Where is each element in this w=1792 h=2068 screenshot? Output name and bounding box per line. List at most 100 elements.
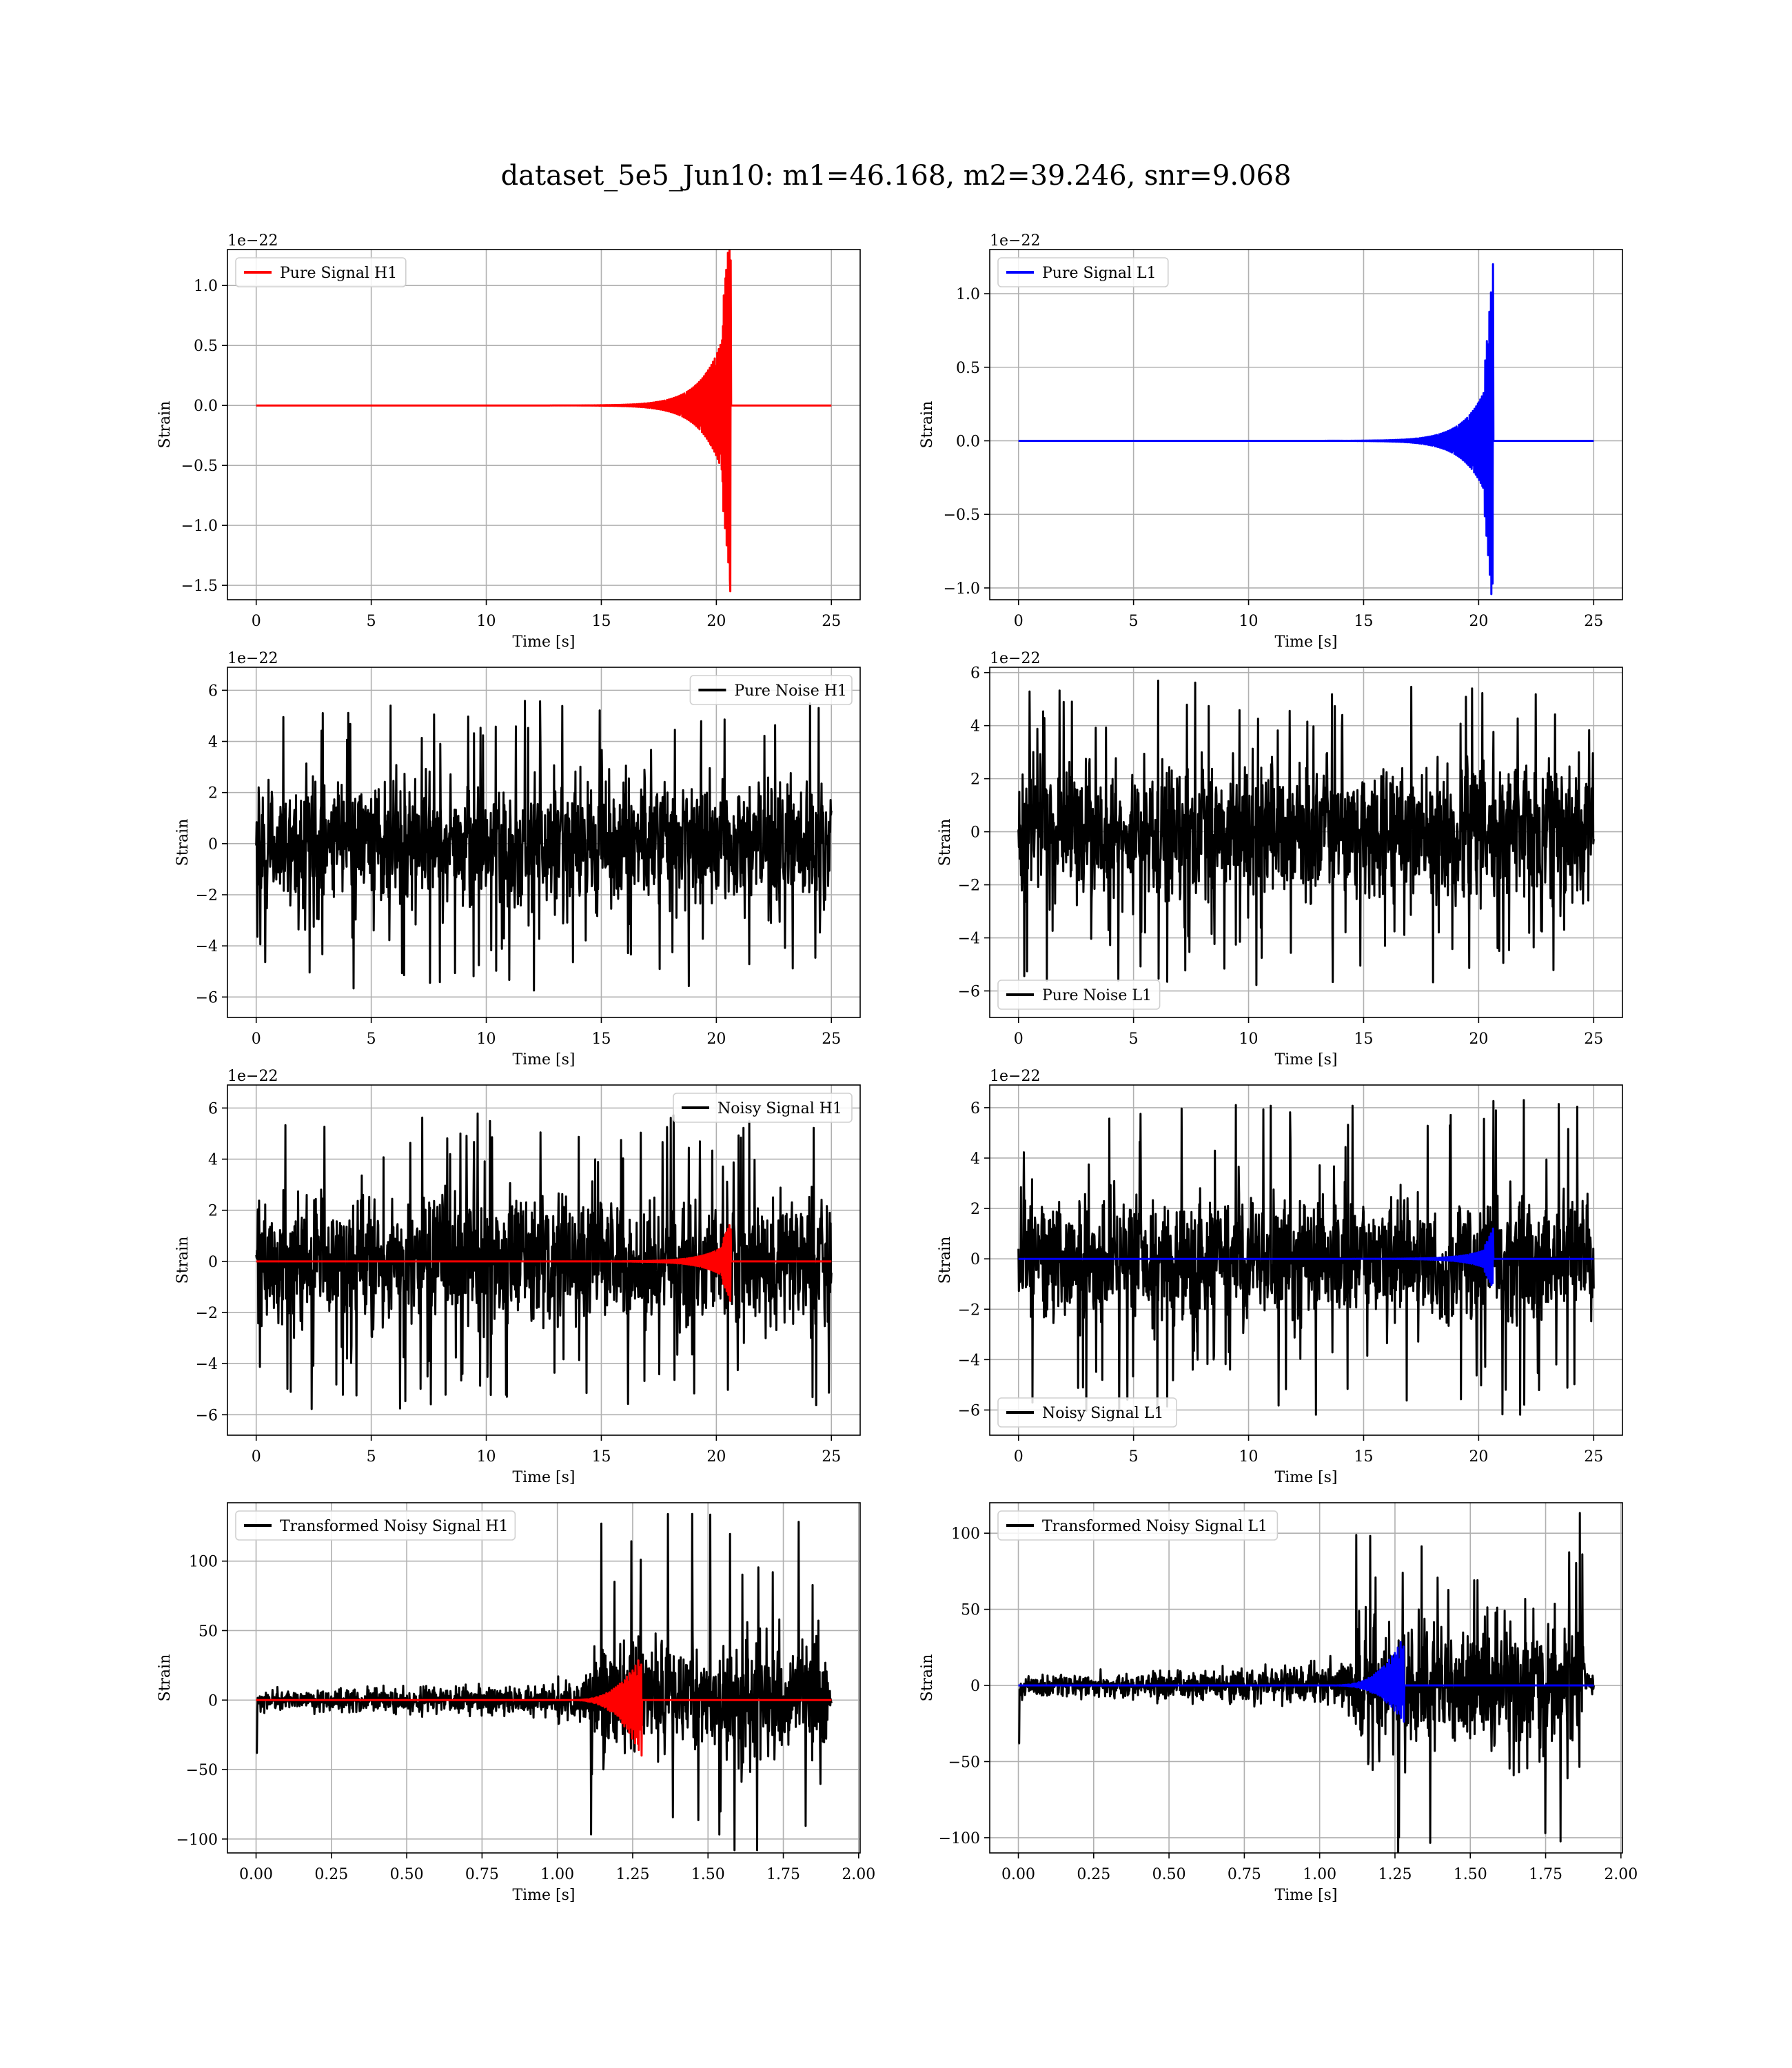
- y-tick-label: −100: [176, 1832, 218, 1849]
- y-tick-label: −2: [196, 1305, 218, 1322]
- x-tick-label: 20: [1469, 1448, 1488, 1466]
- x-tick-label: 25: [822, 613, 841, 630]
- x-tick-label: 0.00: [239, 1866, 273, 1883]
- chart-panel-4: 0 5 10 15 20 25 −6 −4 −2 0 2 4 6 Time [s] Strain 1e−22 P…: [937, 650, 1623, 1068]
- x-tick-label: 0.50: [390, 1866, 424, 1883]
- axis-offset-text: 1e−22: [990, 232, 1040, 250]
- y-tick-label: 0: [208, 1254, 218, 1271]
- y-axis-label: Strain: [174, 1237, 192, 1284]
- axis-offset-text: 1e−22: [990, 650, 1040, 667]
- x-tick-label: 0: [252, 1448, 261, 1466]
- axes-frame: [989, 1502, 1623, 1854]
- x-tick-label: 1.50: [1454, 1866, 1487, 1883]
- legend-box: [997, 257, 1169, 287]
- x-tick-label: 20: [706, 613, 726, 630]
- x-tick-label: 0.25: [314, 1866, 348, 1883]
- y-tick-label: −1.0: [944, 580, 980, 598]
- x-tick-label: 15: [1354, 1448, 1373, 1466]
- chart-panel-5: 0 5 10 15 20 25 −6 −4 −2 0 2 4 6 Time [s] Strain 1e−22 N…: [174, 1068, 861, 1486]
- y-tick-label: −4: [958, 931, 980, 948]
- x-tick-label: 0: [1014, 1448, 1024, 1466]
- legend-label: Pure Signal H1: [280, 265, 397, 282]
- x-tick-label: 20: [1469, 613, 1488, 630]
- series-line-2: [255, 1224, 833, 1302]
- y-tick-label: 4: [208, 734, 218, 751]
- axis-offset-text: 1e−22: [227, 232, 278, 250]
- axis-offset-text: 1e−22: [227, 650, 278, 667]
- legend-box: [997, 1397, 1177, 1428]
- x-axis-label: Time [s]: [1274, 1887, 1337, 1904]
- chart-panel-8: 0.00 0.25 0.50 0.75 1.00 1.25 1.50 1.75 2.00 −100…: [919, 1502, 1638, 1904]
- y-tick-label: 50: [961, 1602, 980, 1619]
- legend-label: Noisy Signal L1: [1042, 1405, 1163, 1422]
- legend: Pure Signal L1: [997, 257, 1169, 287]
- y-tick-label: −2: [958, 1301, 980, 1319]
- y-tick-label: −2: [958, 878, 980, 895]
- axes-frame: [227, 249, 861, 600]
- legend: Noisy Signal H1: [673, 1093, 853, 1123]
- y-tick-label: 100: [951, 1525, 980, 1543]
- y-axis-label: Strain: [937, 1237, 954, 1284]
- x-tick-label: 5: [1129, 1031, 1139, 1048]
- x-axis-label: Time [s]: [512, 1469, 575, 1486]
- legend-label: Transformed Noisy Signal H1: [280, 1518, 509, 1535]
- x-tick-label: 0: [252, 1031, 261, 1048]
- x-tick-label: 10: [477, 1031, 496, 1048]
- series-line-2: [255, 1659, 833, 1757]
- axes-frame: [227, 1084, 861, 1436]
- legend-label: Noisy Signal H1: [717, 1100, 842, 1117]
- x-tick-label: 0.50: [1152, 1866, 1186, 1883]
- y-tick-label: 1.0: [956, 286, 980, 303]
- x-axis-label: Time [s]: [1274, 633, 1337, 651]
- x-tick-label: 20: [1469, 1031, 1488, 1048]
- y-axis-label: Strain: [156, 1654, 174, 1702]
- chart-panel-7: 0.00 0.25 0.50 0.75 1.00 1.25 1.50 1.75 2.00 −100…: [156, 1502, 875, 1904]
- x-tick-label: 1.00: [540, 1866, 574, 1883]
- series-line-2: [1017, 1641, 1595, 1723]
- series-line-1: [255, 1112, 833, 1410]
- y-tick-label: −100: [939, 1830, 980, 1847]
- legend: Transformed Noisy Signal H1: [235, 1510, 516, 1541]
- y-tick-label: 0.0: [194, 398, 218, 415]
- y-tick-label: 0: [970, 1251, 980, 1268]
- y-tick-label: 2: [970, 1201, 980, 1218]
- x-tick-label: 0.25: [1077, 1866, 1110, 1883]
- x-tick-label: 25: [1584, 613, 1603, 630]
- y-tick-label: 4: [970, 1150, 980, 1168]
- axes-frame: [227, 667, 861, 1018]
- legend: Pure Noise H1: [689, 675, 853, 705]
- axes-frame: [989, 667, 1623, 1018]
- series-line-1: [1017, 263, 1595, 596]
- x-tick-label: 25: [1584, 1031, 1603, 1048]
- x-tick-label: 25: [822, 1031, 841, 1048]
- y-tick-label: −4: [196, 938, 218, 955]
- x-tick-label: 10: [1239, 1031, 1259, 1048]
- y-axis-label: Strain: [174, 819, 192, 866]
- x-tick-label: 1.00: [1303, 1866, 1336, 1883]
- y-tick-label: 6: [970, 1100, 980, 1117]
- legend-box: [689, 675, 853, 705]
- y-tick-label: −50: [948, 1754, 980, 1771]
- x-tick-label: 0: [1014, 1031, 1024, 1048]
- y-tick-label: −6: [196, 989, 218, 1006]
- x-tick-label: 0: [252, 613, 261, 630]
- series-line-1: [1017, 679, 1595, 986]
- x-tick-label: 5: [1129, 1448, 1139, 1466]
- y-tick-label: −6: [958, 984, 980, 1001]
- x-tick-label: 15: [591, 1031, 611, 1048]
- legend-box: [997, 980, 1161, 1010]
- y-tick-label: −1.0: [181, 518, 218, 535]
- x-tick-label: 1.25: [1378, 1866, 1412, 1883]
- series-line-1: [1017, 1512, 1595, 1853]
- y-tick-label: 0: [970, 1678, 980, 1695]
- legend-box: [997, 1510, 1279, 1541]
- axes-frame: [989, 249, 1623, 600]
- y-tick-label: 1.0: [194, 278, 218, 295]
- y-tick-label: 4: [970, 718, 980, 736]
- series-line-1: [1017, 1099, 1595, 1416]
- legend-box: [235, 257, 407, 287]
- y-axis-label: Strain: [937, 819, 954, 866]
- x-axis-label: Time [s]: [512, 1887, 575, 1904]
- legend: Noisy Signal L1: [997, 1397, 1177, 1428]
- y-tick-label: −50: [186, 1762, 218, 1779]
